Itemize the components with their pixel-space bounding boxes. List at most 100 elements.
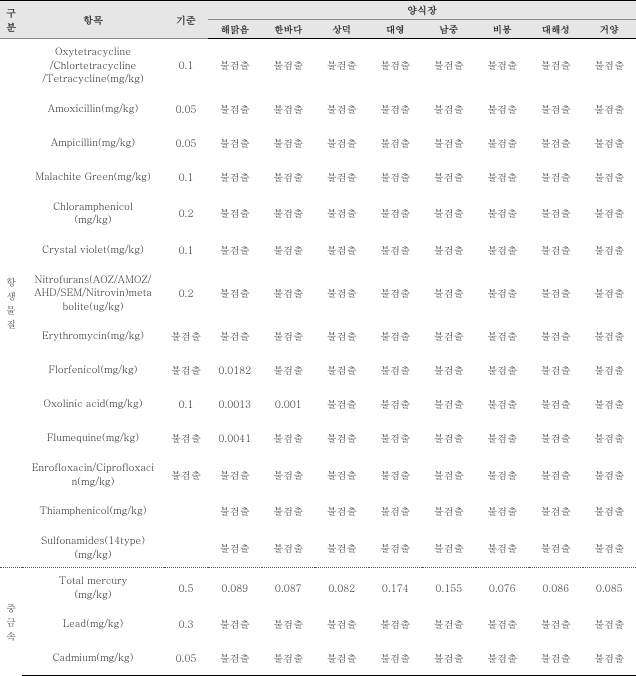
- value-cell: 불검출: [529, 421, 583, 455]
- section-label: 중 금 속: [0, 568, 22, 676]
- value-cell: 불검출: [529, 607, 583, 641]
- item-cell: Sulfonamides(14type) (mg/kg): [22, 528, 164, 568]
- value-cell: 불검출: [208, 160, 262, 194]
- value-cell: 불검출: [208, 39, 262, 92]
- value-cell: 불검출: [208, 194, 262, 233]
- value-cell: 불검출: [369, 353, 423, 387]
- value-cell: 불검출: [208, 267, 262, 320]
- value-cell: 불검출: [529, 39, 583, 92]
- value-cell: 불검출: [369, 528, 423, 568]
- value-cell: 불검출: [476, 233, 530, 267]
- value-cell: 불검출: [583, 92, 636, 126]
- item-cell: Erythromycin(mg/kg): [22, 319, 164, 353]
- col-item: 항목: [22, 1, 164, 39]
- value-cell: 불검출: [529, 267, 583, 320]
- value-cell: 불검출: [422, 387, 476, 421]
- value-cell: 불검출: [208, 494, 262, 528]
- item-cell: Flumequine(mg/kg): [22, 421, 164, 455]
- table-row: Oxolinic acid(mg/kg)0.10.00130.001불검출불검출…: [0, 387, 636, 421]
- value-cell: 불검출: [529, 233, 583, 267]
- value-cell: 불검출: [315, 494, 369, 528]
- value-cell: 불검출: [369, 607, 423, 641]
- value-cell: 불검출: [422, 607, 476, 641]
- value-cell: 불검출: [583, 39, 636, 92]
- value-cell: 불검출: [583, 528, 636, 568]
- value-cell: 불검출: [422, 353, 476, 387]
- value-cell: 불검출: [422, 39, 476, 92]
- standard-cell: 0.5: [164, 568, 208, 608]
- col-farm: 대해성: [529, 20, 583, 39]
- standard-cell: [164, 528, 208, 568]
- table-row: Nitrofurans(AOZ/AMOZ/ AHD/SEM/Nitrovin)m…: [0, 267, 636, 320]
- analysis-table: 구 분 항목 기준 양식장 해맑음 한바다 상덕 대영 남중 비봉 대해성 거양…: [0, 0, 636, 676]
- standard-cell: 0.05: [164, 92, 208, 126]
- value-cell: 불검출: [583, 194, 636, 233]
- col-farm: 대영: [369, 20, 423, 39]
- value-cell: 불검출: [422, 494, 476, 528]
- value-cell: 불검출: [583, 126, 636, 160]
- col-farm: 남중: [422, 20, 476, 39]
- value-cell: 0.001: [262, 387, 316, 421]
- value-cell: 불검출: [583, 267, 636, 320]
- value-cell: 0.0013: [208, 387, 262, 421]
- value-cell: 불검출: [476, 455, 530, 494]
- value-cell: 불검출: [583, 494, 636, 528]
- value-cell: 불검출: [262, 39, 316, 92]
- standard-cell: 0.05: [164, 126, 208, 160]
- col-group-farms: 양식장: [208, 1, 636, 20]
- table-body: 항 생 물 질Oxytetracycline /Chlortetracyclin…: [0, 39, 636, 676]
- value-cell: 불검출: [315, 528, 369, 568]
- value-cell: 불검출: [476, 39, 530, 92]
- col-gubun: 구 분: [0, 1, 22, 39]
- value-cell: 불검출: [476, 194, 530, 233]
- value-cell: 불검출: [262, 353, 316, 387]
- standard-cell: 0.2: [164, 267, 208, 320]
- value-cell: 불검출: [529, 641, 583, 675]
- standard-cell: 불검출: [164, 353, 208, 387]
- standard-cell: 0.1: [164, 387, 208, 421]
- value-cell: 불검출: [208, 319, 262, 353]
- value-cell: 불검출: [529, 494, 583, 528]
- col-farm: 해맑음: [208, 20, 262, 39]
- value-cell: 불검출: [315, 267, 369, 320]
- value-cell: 불검출: [529, 92, 583, 126]
- standard-cell: 0.1: [164, 160, 208, 194]
- table-row: Thiamphenicol(mg/kg)불검출불검출불검출불검출불검출불검출불검…: [0, 494, 636, 528]
- item-cell: Enrofloxacin/Ciprofloxaci n(mg/kg): [22, 455, 164, 494]
- value-cell: 불검출: [369, 92, 423, 126]
- col-farm: 상덕: [315, 20, 369, 39]
- value-cell: 불검출: [369, 421, 423, 455]
- item-cell: Nitrofurans(AOZ/AMOZ/ AHD/SEM/Nitrovin)m…: [22, 267, 164, 320]
- value-cell: 불검출: [476, 353, 530, 387]
- value-cell: 불검출: [476, 126, 530, 160]
- value-cell: 불검출: [369, 494, 423, 528]
- item-cell: Ampicillin(mg/kg): [22, 126, 164, 160]
- value-cell: 불검출: [369, 455, 423, 494]
- value-cell: 불검출: [369, 641, 423, 675]
- value-cell: 불검출: [476, 421, 530, 455]
- standard-cell: [164, 494, 208, 528]
- value-cell: 불검출: [529, 194, 583, 233]
- item-cell: Lead(mg/kg): [22, 607, 164, 641]
- value-cell: 불검출: [583, 160, 636, 194]
- value-cell: 불검출: [315, 126, 369, 160]
- section-label: 항 생 물 질: [0, 39, 22, 568]
- value-cell: 불검출: [262, 194, 316, 233]
- value-cell: 0.086: [529, 568, 583, 608]
- value-cell: 불검출: [476, 92, 530, 126]
- value-cell: 0.0182: [208, 353, 262, 387]
- value-cell: 0.076: [476, 568, 530, 608]
- item-cell: Amoxicillin(mg/kg): [22, 92, 164, 126]
- value-cell: 불검출: [262, 319, 316, 353]
- table-row: Erythromycin(mg/kg)불검출불검출불검출불검출불검출불검출불검출…: [0, 319, 636, 353]
- value-cell: 불검출: [262, 126, 316, 160]
- value-cell: 불검출: [262, 528, 316, 568]
- value-cell: 불검출: [422, 194, 476, 233]
- item-cell: Chloramphenicol (mg/kg): [22, 194, 164, 233]
- value-cell: 불검출: [369, 319, 423, 353]
- item-cell: Cadmium(mg/kg): [22, 641, 164, 675]
- value-cell: 불검출: [262, 160, 316, 194]
- table-row: Ampicillin(mg/kg)0.05불검출불검출불검출불검출불검출불검출불…: [0, 126, 636, 160]
- standard-cell: 0.1: [164, 233, 208, 267]
- value-cell: 불검출: [529, 126, 583, 160]
